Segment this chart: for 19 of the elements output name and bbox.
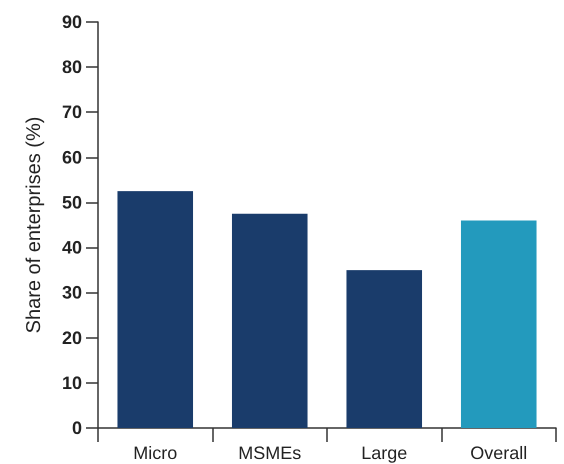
bar	[232, 214, 308, 428]
y-tick-label: 40	[62, 238, 82, 258]
y-tick-label: 0	[72, 418, 82, 438]
y-tick-label: 70	[62, 102, 82, 122]
y-tick-label: 30	[62, 282, 82, 303]
bar	[460, 220, 537, 428]
y-tick-label: 50	[62, 192, 82, 212]
bar	[117, 191, 194, 428]
y-tick-label: 60	[62, 147, 82, 168]
x-tick-label: Large	[361, 443, 408, 463]
y-tick-label: 20	[62, 328, 82, 348]
x-tick-label: MSMEs	[238, 443, 302, 463]
y-axis-title: Share of enterprises (%)	[23, 116, 45, 334]
y-tick-label: 10	[62, 372, 82, 393]
x-tick-label: Overall	[470, 443, 528, 463]
x-tick-label: Micro	[133, 443, 178, 463]
bar	[346, 270, 422, 428]
y-tick-label: 80	[62, 57, 82, 78]
y-tick-label: 90	[62, 12, 82, 32]
